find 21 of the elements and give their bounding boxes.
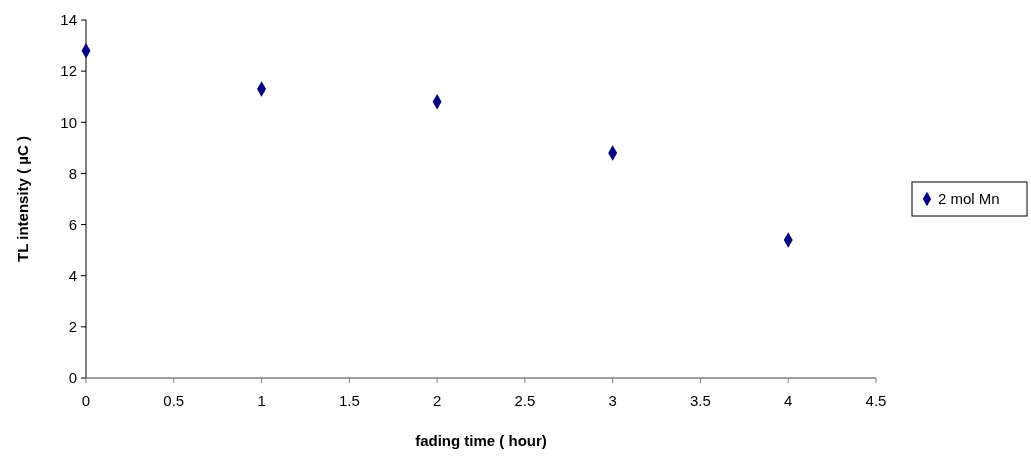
x-tick-label: 2: [432, 392, 442, 409]
y-tick-label: 14: [60, 11, 77, 29]
y-tick-label: 12: [60, 62, 77, 80]
x-tick-label: 4: [784, 392, 793, 409]
x-tick-label: 0: [81, 392, 91, 409]
x-tick-label: 1: [257, 392, 266, 409]
y-axis-title: TL intensity ( µC ): [14, 136, 31, 262]
y-tick-label: 0: [68, 369, 77, 387]
y-tick-label: 2: [68, 318, 77, 336]
x-tick-label: 3: [608, 392, 617, 409]
y-tick-label: 10: [60, 113, 77, 131]
x-tick-label: 0.5: [163, 392, 185, 409]
x-axis-title: fading time ( hour): [415, 432, 547, 449]
x-tick-label: 2.5: [514, 392, 536, 409]
y-tick-label: 6: [68, 215, 77, 233]
legend-label: 2 mol Mn: [938, 190, 1000, 208]
y-tick-label: 8: [68, 164, 77, 182]
x-tick-label: 3.5: [690, 392, 711, 409]
y-tick-label: 4: [68, 266, 77, 284]
x-tick-label: 4.5: [865, 392, 887, 409]
x-tick-label: 1.5: [338, 392, 360, 409]
